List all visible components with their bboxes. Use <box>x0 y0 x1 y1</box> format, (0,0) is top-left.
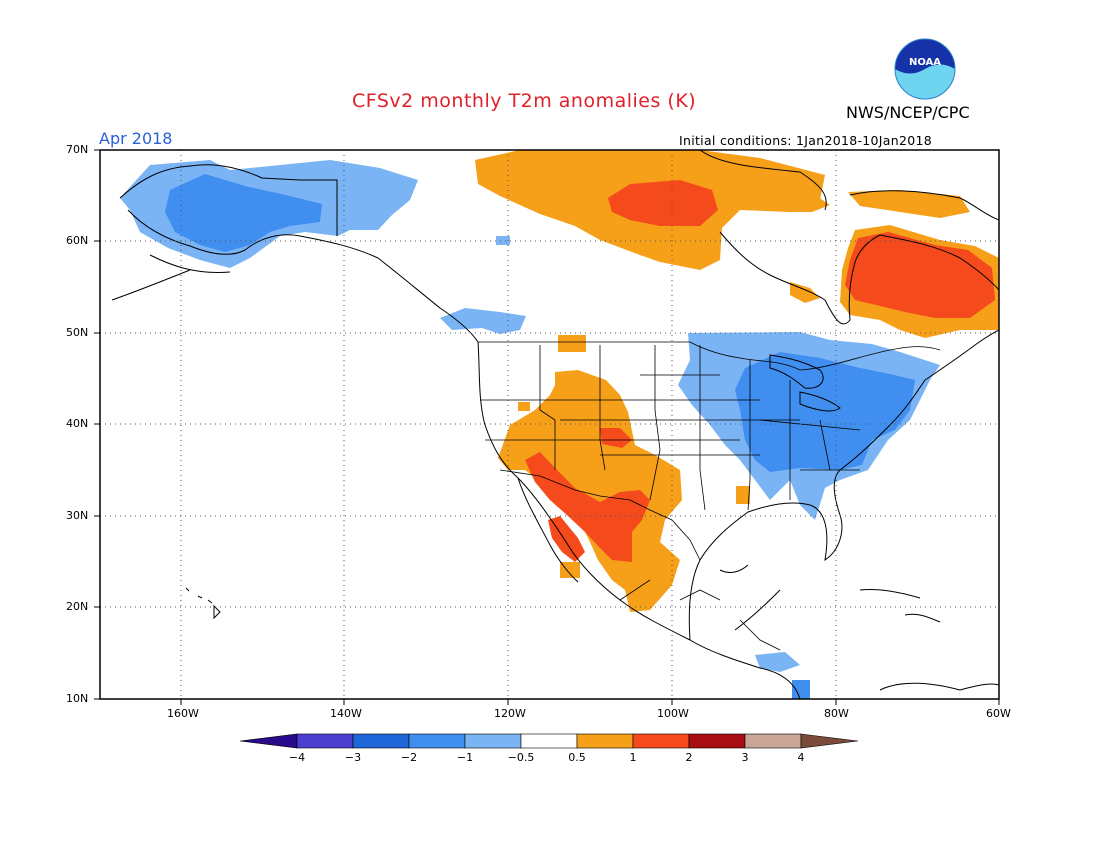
colorbar-swatch <box>688 733 746 749</box>
colorbar-swatch <box>744 733 802 749</box>
initial-conditions-label: Initial conditions: 1Jan2018-10Jan2018 <box>679 133 932 148</box>
logo-text: NOAA <box>909 57 941 68</box>
political-borders <box>478 341 941 651</box>
cool-anomaly-central-america <box>755 652 800 672</box>
warm-anomaly-quebec-core <box>845 232 995 318</box>
agency-label: NWS/NCEP/CPC <box>846 103 970 122</box>
lat-label-40n: 40N <box>66 417 89 430</box>
lat-label-60n: 60N <box>66 234 89 247</box>
warm-anomaly-southwest-core <box>525 428 650 562</box>
colorbar-swatch <box>408 733 466 749</box>
lat-label-20n: 20N <box>66 600 89 613</box>
colorbar-low-end <box>239 733 298 749</box>
lon-label-140w: 140W <box>330 707 362 720</box>
colorbar-swatch <box>632 733 690 749</box>
lat-label-30n: 30N <box>66 509 89 522</box>
coastlines <box>111 150 999 699</box>
map-title: CFSv2 monthly T2m anomalies (K) <box>352 90 697 112</box>
colorbar-label: −0.5 <box>508 751 535 764</box>
lon-label-120w: 120W <box>494 707 526 720</box>
colorbar-label: 0.5 <box>568 751 586 764</box>
colorbar-label: −4 <box>289 751 305 764</box>
cool-anomaly-east-mid <box>735 352 915 699</box>
colorbar-swatch <box>296 733 354 749</box>
axis-ticks <box>94 149 1000 705</box>
colorbar-swatch <box>352 733 410 749</box>
lon-label-160w: 160W <box>167 707 199 720</box>
colorbar-label: 2 <box>686 751 693 764</box>
colorbar-label: 4 <box>798 751 805 764</box>
lon-label-100w: 100W <box>657 707 689 720</box>
valid-month-label: Apr 2018 <box>99 129 173 148</box>
lon-label-60w: 60W <box>986 707 1011 720</box>
lon-label-80w: 80W <box>824 707 849 720</box>
lat-label-50n: 50N <box>66 326 89 339</box>
colorbar: −4 −3 −2 −1 −0.5 0.5 1 2 3 4 <box>239 733 859 764</box>
lat-label-10n: 10N <box>66 692 89 705</box>
cool-anomaly-alaska-core <box>165 174 322 252</box>
lat-label-70n: 70N <box>66 143 89 156</box>
colorbar-label: 3 <box>742 751 749 764</box>
colorbar-label: −3 <box>345 751 361 764</box>
colorbar-swatch <box>520 733 578 749</box>
colorbar-high-end <box>800 733 859 749</box>
noaa-logo: NOAA <box>894 38 956 100</box>
colorbar-label: −2 <box>401 751 417 764</box>
colorbar-swatch <box>576 733 634 749</box>
colorbar-swatch <box>464 733 522 749</box>
warm-anomaly-north-canada-core <box>608 180 718 226</box>
colorbar-label: −1 <box>457 751 473 764</box>
colorbar-label: 1 <box>630 751 637 764</box>
warm-anomaly-southwest <box>498 335 750 612</box>
